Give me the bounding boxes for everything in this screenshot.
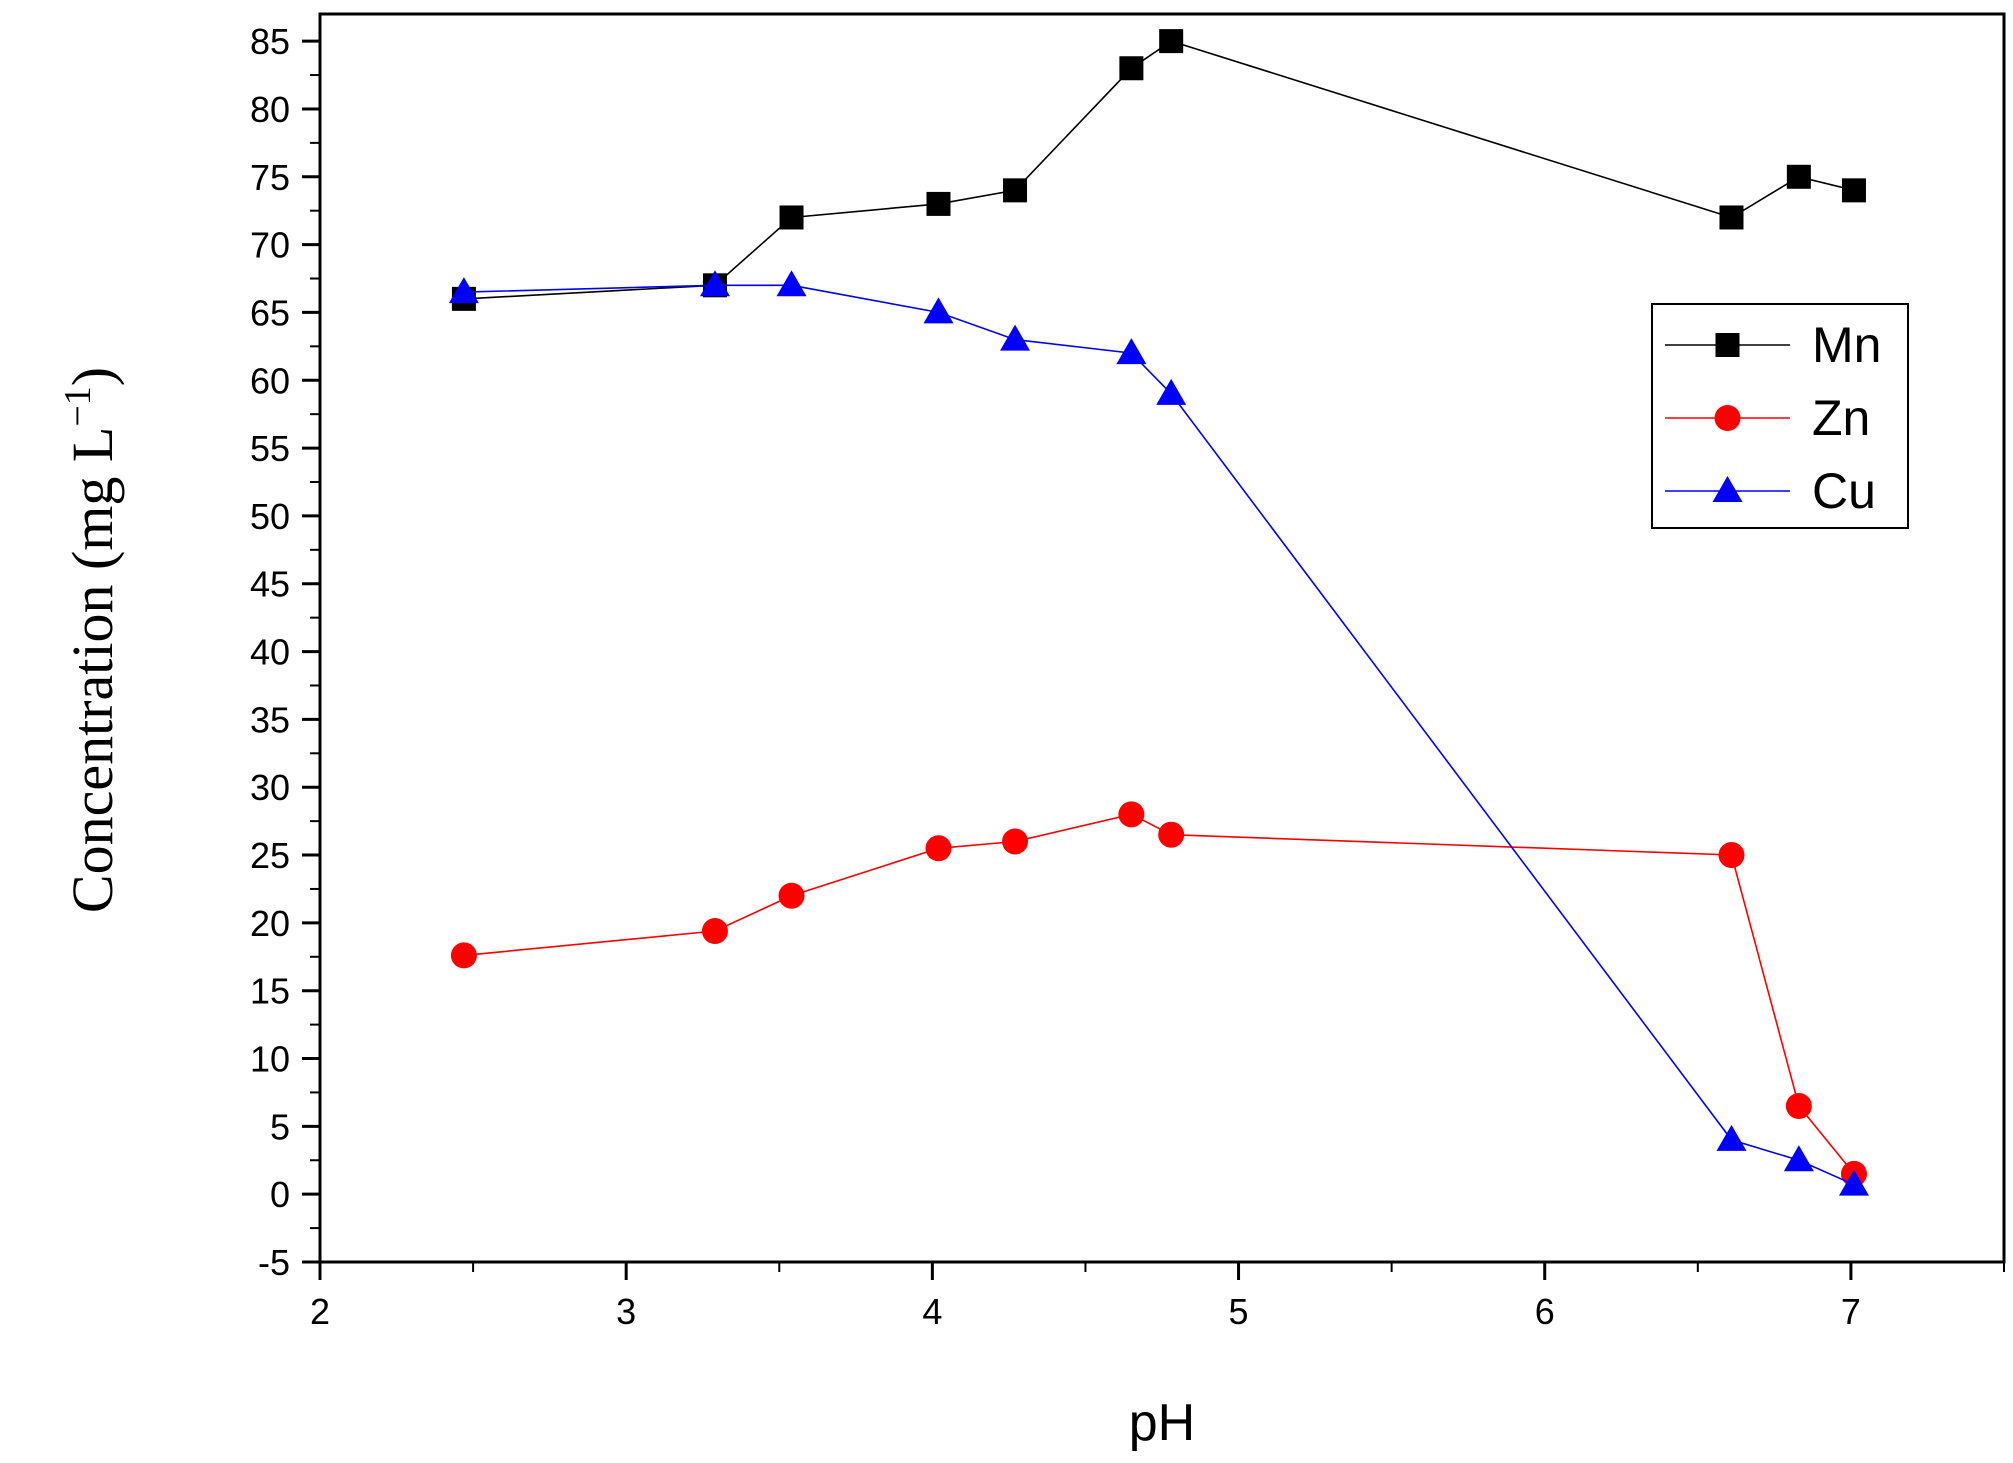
data-point-cu [1156,378,1187,405]
y-tick-label: 75 [250,157,290,198]
y-axis-title-main: Concentration (mg L [60,427,125,913]
data-point-cu [1783,1145,1814,1172]
data-point-cu [923,297,954,324]
legend-item-zn: Zn [1665,390,1870,446]
data-point-cu [1000,324,1031,351]
y-tick-label: 10 [250,1039,290,1080]
y-tick-label: 15 [250,971,290,1012]
legend: Mn Zn Cu [1651,303,1909,529]
y-tick-label: 80 [250,89,290,130]
legend-label: Cu [1812,463,1876,519]
y-tick-label: 85 [250,21,290,62]
y-tick-label: 70 [250,225,290,266]
legend-item-cu: Cu [1665,463,1876,519]
x-axis-title: pH [1129,1394,1195,1452]
legend-label: Mn [1812,317,1881,373]
plot-frame [318,12,2006,1264]
data-point-mn [1119,56,1144,81]
x-tick-label: 3 [616,1291,636,1332]
data-point-mn [1159,29,1184,54]
y-axis-title-close: ) [60,367,125,386]
series-zn [450,801,1867,1187]
x-tick-label: 5 [1229,1291,1249,1332]
x-tick-label: 4 [922,1291,942,1332]
y-tick-label: 65 [250,292,290,333]
y-tick-label: 35 [250,699,290,740]
y-tick-label: 5 [270,1106,290,1147]
data-point-zn [778,882,805,909]
y-tick-label: -5 [258,1242,290,1283]
y-tick-label: 60 [250,360,290,401]
data-point-zn [1118,801,1145,828]
data-point-zn [1718,842,1745,869]
data-point-mn [1786,164,1811,189]
series [448,29,1869,1196]
axes [318,12,2006,1264]
data-point-cu [1716,1124,1747,1151]
data-point-mn [1841,178,1866,203]
y-tick-label: 25 [250,835,290,876]
x-tick-label: 6 [1535,1291,1555,1332]
y-tick-label: 55 [250,428,290,469]
data-point-mn [1003,178,1028,203]
x-tick-label: 7 [1841,1291,1861,1332]
data-point-cu [1838,1169,1869,1196]
data-point-zn [1158,821,1185,848]
data-point-cu [776,270,807,297]
data-point-zn [1002,828,1029,855]
data-point-zn [1785,1093,1812,1119]
data-point-cu [699,270,730,297]
series-line-mn [463,40,1855,300]
data-point-zn [450,942,477,969]
series-line-zn [463,813,1855,1175]
legend-item-mn: Mn [1665,317,1881,373]
y-axis-title-superscript: −1 [57,386,99,426]
data-point-mn [779,205,804,230]
data-point-mn [926,191,951,216]
legend-marker [1715,333,1740,357]
y-tick-label: 0 [270,1174,290,1215]
data-point-zn [701,918,728,945]
y-tick-label: 45 [250,564,290,605]
y-axis-title: Concentration (mg L−1) [57,367,125,913]
data-point-mn [1719,205,1744,230]
x-tick-label: 2 [310,1291,330,1332]
legend-label: Zn [1812,390,1870,446]
series-line-cu [463,284,1855,1186]
y-tick-label: 30 [250,767,290,808]
y-tick-label: 20 [250,903,290,944]
y-tick-label: 40 [250,632,290,673]
series-cu [448,270,1869,1196]
y-tick-label: 50 [250,496,290,537]
legend-marker [1712,476,1743,502]
data-point-cu [1116,338,1147,365]
data-point-cu [448,277,479,304]
legend-marker [1714,405,1741,431]
data-point-zn [925,835,952,862]
